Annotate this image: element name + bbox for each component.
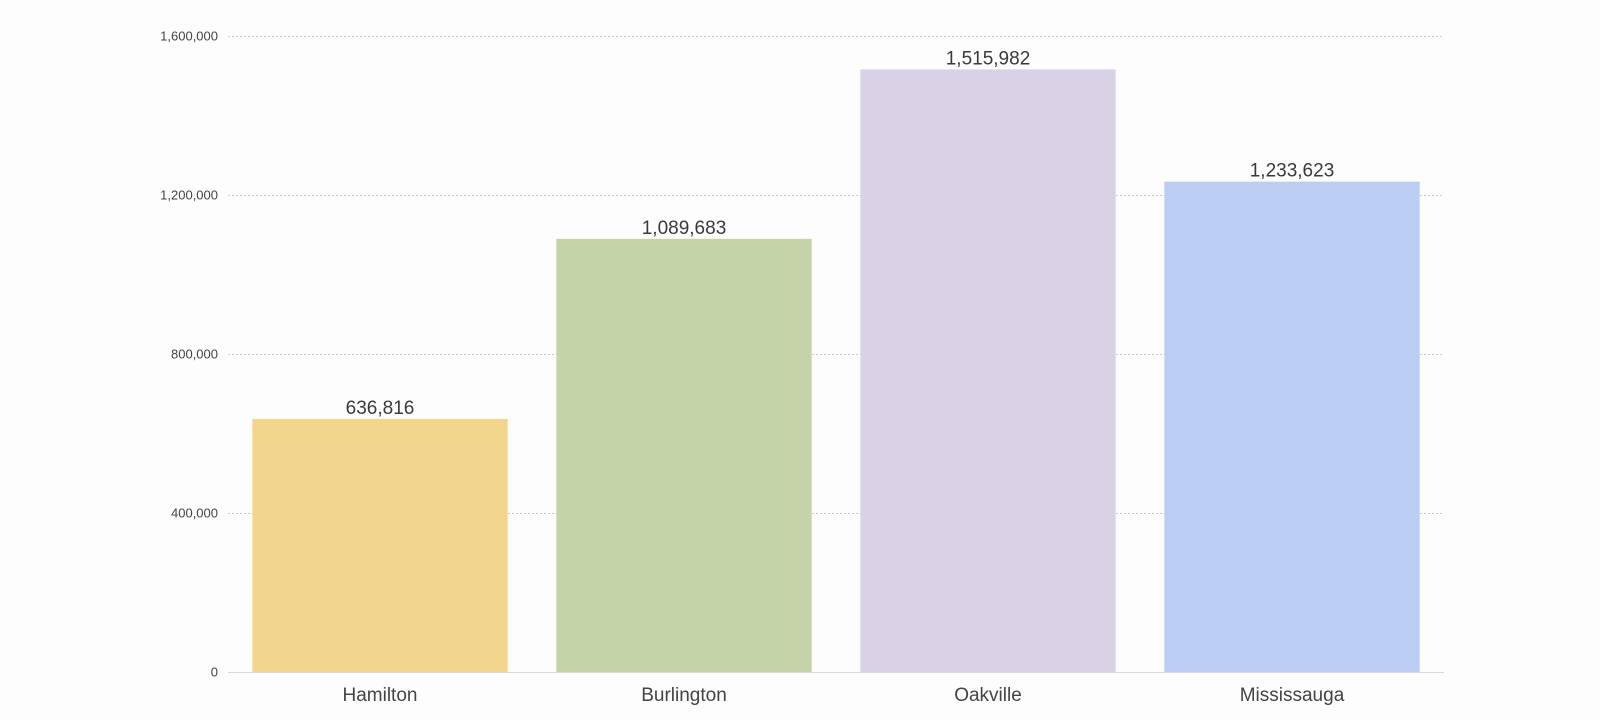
data-label: 1,515,982 — [946, 48, 1031, 69]
y-tick-label: 400,000 — [171, 506, 218, 521]
y-axis-ticks: 0 400,000 800,000 1,200,000 1,600,000 — [160, 29, 218, 680]
y-tick-label: 800,000 — [171, 347, 218, 362]
x-tick-label: Hamilton — [343, 685, 418, 706]
x-tick-label: Burlington — [641, 685, 727, 706]
bar-burlington — [556, 238, 812, 672]
bars — [252, 69, 1420, 672]
x-tick-label: Oakville — [954, 685, 1022, 706]
bar-mississauga — [1164, 181, 1420, 672]
data-labels: 636,816 1,089,683 1,515,982 1,233,623 — [346, 48, 1335, 418]
bar-oakville — [860, 69, 1116, 672]
y-tick-label: 0 — [211, 665, 218, 680]
data-label: 1,089,683 — [642, 218, 727, 239]
y-tick-label: 1,200,000 — [160, 188, 218, 203]
data-label: 636,816 — [346, 398, 415, 419]
y-tick-label: 1,600,000 — [160, 29, 218, 44]
x-tick-label: Mississauga — [1240, 685, 1345, 706]
data-label: 1,233,623 — [1250, 161, 1335, 182]
bar-hamilton — [252, 418, 508, 672]
x-axis-ticks: Hamilton Burlington Oakville Mississauga — [343, 685, 1345, 706]
